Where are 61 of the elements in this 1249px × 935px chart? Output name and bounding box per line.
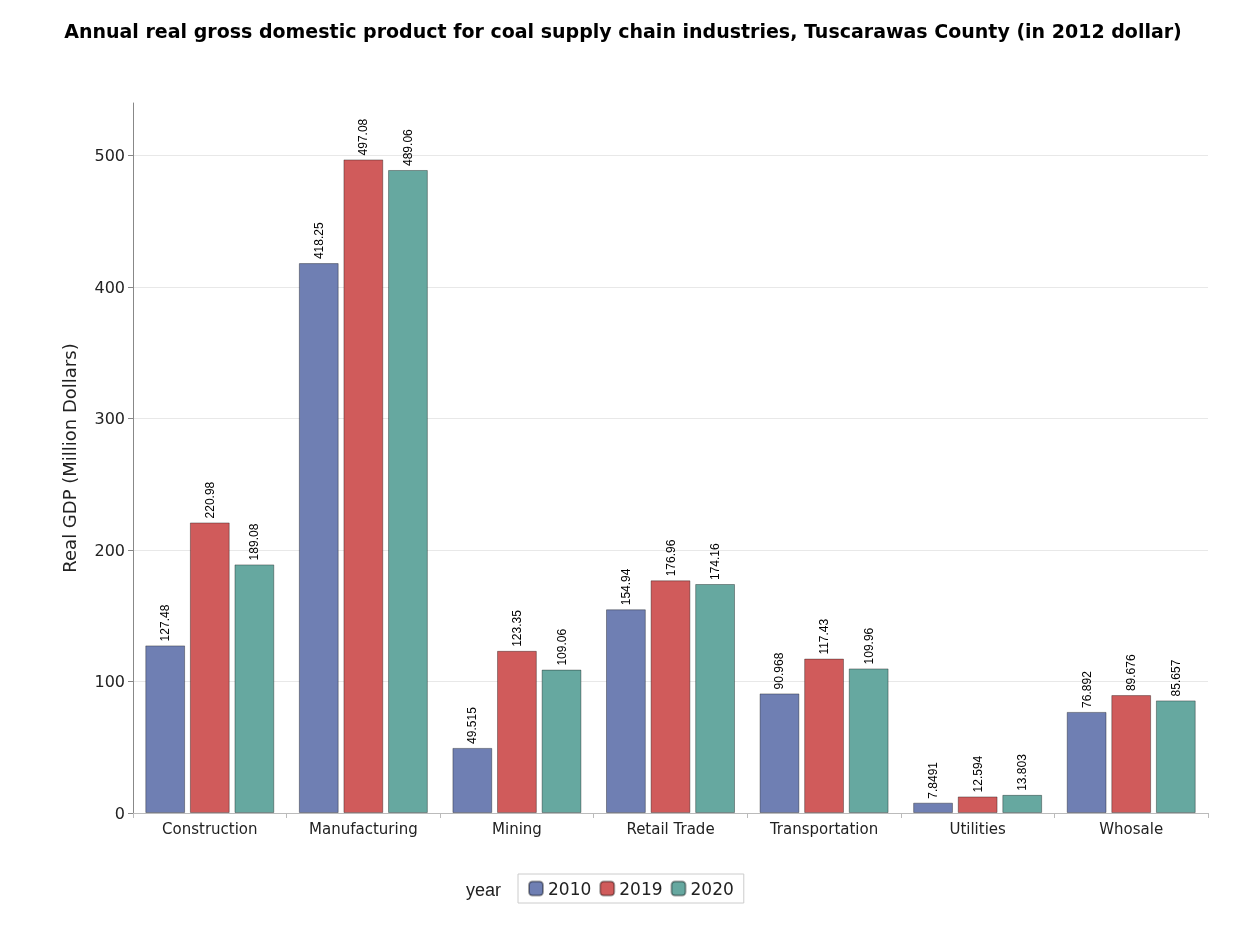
data-label: 90.968 — [772, 652, 787, 690]
data-label: 220.98 — [202, 481, 217, 519]
bar — [804, 658, 844, 813]
data-label: 12.594 — [970, 755, 985, 793]
legend-label: 2010 — [548, 878, 592, 899]
data-label: 13.803 — [1015, 753, 1030, 791]
bar — [1155, 700, 1196, 813]
data-label: 89.676 — [1124, 654, 1139, 692]
bar — [913, 802, 953, 813]
bar — [606, 609, 646, 813]
y-tick-label: 300 — [94, 409, 125, 429]
data-label: 109.96 — [861, 627, 876, 665]
bar — [848, 668, 889, 813]
x-tick-label: Mining — [492, 819, 542, 838]
legend-title: year — [466, 880, 502, 900]
x-tick-label: Manufacturing — [309, 819, 418, 838]
data-label: 174.16 — [708, 542, 723, 581]
bar — [298, 263, 339, 813]
x-tick-label: Retail Trade — [626, 819, 715, 838]
data-label: 85.657 — [1168, 659, 1183, 697]
data-label: 109.06 — [554, 628, 569, 666]
data-label: 189.08 — [247, 523, 262, 561]
x-tick-label: Transportation — [768, 819, 879, 838]
bar — [452, 747, 493, 813]
data-label: 127.48 — [158, 604, 173, 642]
y-axis-title: Real GDP (Million Dollars) — [58, 343, 80, 573]
data-label: 49.515 — [465, 706, 480, 744]
data-label: 418.25 — [311, 222, 326, 260]
y-tick-label: 100 — [94, 672, 125, 692]
bar — [695, 584, 735, 813]
bar — [541, 669, 582, 813]
bar — [234, 564, 275, 813]
x-tick-label: Construction — [162, 819, 258, 838]
bar — [957, 796, 998, 813]
bar — [650, 580, 691, 813]
y-tick-label: 200 — [94, 540, 125, 560]
bar — [343, 159, 384, 813]
legend-label: 2020 — [690, 878, 734, 899]
bar — [388, 169, 428, 813]
data-label: 76.892 — [1079, 670, 1094, 708]
bar — [1002, 794, 1043, 813]
data-label: 7.8491 — [926, 761, 941, 799]
bar — [1111, 695, 1152, 813]
data-label: 497.08 — [356, 118, 371, 156]
y-tick-label: 500 — [94, 146, 125, 166]
data-label: 176.96 — [663, 539, 678, 577]
x-tick-label: Whosale — [1099, 819, 1164, 838]
data-label: 117.43 — [817, 618, 832, 655]
bar — [1066, 711, 1107, 813]
data-label: 154.94 — [618, 568, 633, 606]
bar — [145, 645, 186, 813]
bar — [759, 693, 800, 813]
data-label: 489.06 — [400, 128, 415, 166]
x-tick-label: Utilities — [949, 819, 1007, 838]
legend-label: 2019 — [619, 878, 663, 899]
bar — [189, 522, 230, 813]
bar — [497, 650, 537, 813]
y-tick-label: 400 — [94, 277, 125, 297]
chart-title: Annual real gross domestic product for coal supply chain industries, Tuscarawas County (in 2012 dollar) — [64, 19, 1182, 42]
y-tick-label: 0 — [114, 803, 125, 823]
data-label: 123.35 — [509, 609, 524, 647]
